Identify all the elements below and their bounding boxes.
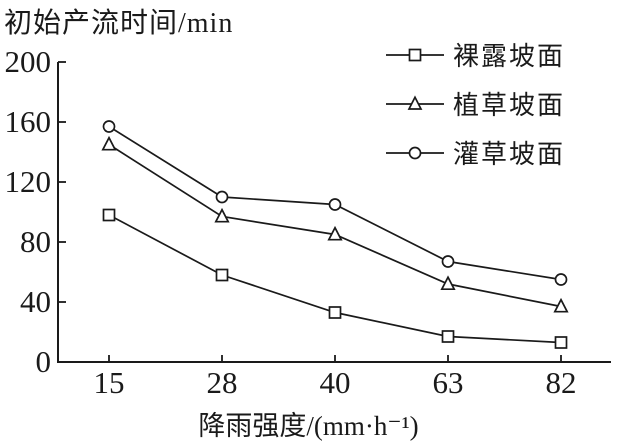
triangle-data-point bbox=[327, 225, 343, 241]
x-tick-label: 28 bbox=[207, 365, 238, 400]
x-tick-label: 40 bbox=[320, 365, 351, 400]
square-data-point bbox=[215, 268, 229, 282]
y-tick-label: 160 bbox=[5, 104, 52, 139]
y-tick-label: 120 bbox=[5, 164, 52, 199]
legend-label-grass-slope: 植草坡面 bbox=[453, 91, 566, 120]
x-tick-label: 82 bbox=[546, 365, 577, 400]
axes bbox=[57, 62, 611, 363]
triangle-data-point bbox=[101, 135, 117, 151]
x-tick-label: 63 bbox=[433, 365, 464, 400]
square-data-point bbox=[554, 336, 568, 349]
square-data-point bbox=[102, 208, 116, 222]
legend-label-shrub-grass-slope: 灌草坡面 bbox=[453, 140, 566, 169]
y-axis-title: 初始产流时间/min bbox=[4, 8, 234, 39]
legend-label-bare-slope: 裸露坡面 bbox=[453, 42, 566, 71]
square-marker-icon bbox=[386, 48, 444, 61]
circle-data-point bbox=[215, 190, 229, 204]
circle-data-point bbox=[441, 255, 455, 268]
triangle-data-point bbox=[553, 297, 569, 313]
y-tick-label: 40 bbox=[20, 284, 51, 319]
legend-item-shrub-grass-slope: 灌草坡面 bbox=[386, 128, 565, 177]
y-tick-label: 0 bbox=[36, 344, 52, 379]
legend-item-grass-slope: 植草坡面 bbox=[386, 79, 565, 128]
circle-data-point bbox=[102, 120, 116, 133]
x-axis-title: 降雨强度/(mm·h⁻¹) bbox=[198, 411, 419, 441]
circle-data-point bbox=[554, 273, 568, 286]
legend: 裸露坡面 植草坡面 灌草坡面 bbox=[386, 30, 565, 177]
triangle-marker-icon bbox=[386, 94, 444, 110]
triangle-data-point bbox=[440, 275, 456, 291]
x-tick-label: 15 bbox=[94, 365, 125, 400]
legend-item-bare-slope: 裸露坡面 bbox=[386, 30, 565, 79]
circle-marker-icon bbox=[386, 146, 444, 159]
triangle-data-point bbox=[214, 207, 230, 223]
square-data-point bbox=[328, 306, 342, 319]
circle-data-point bbox=[328, 198, 342, 211]
square-data-point bbox=[441, 330, 455, 343]
y-tick-label: 200 bbox=[5, 44, 52, 79]
y-tick-label: 80 bbox=[20, 224, 51, 259]
